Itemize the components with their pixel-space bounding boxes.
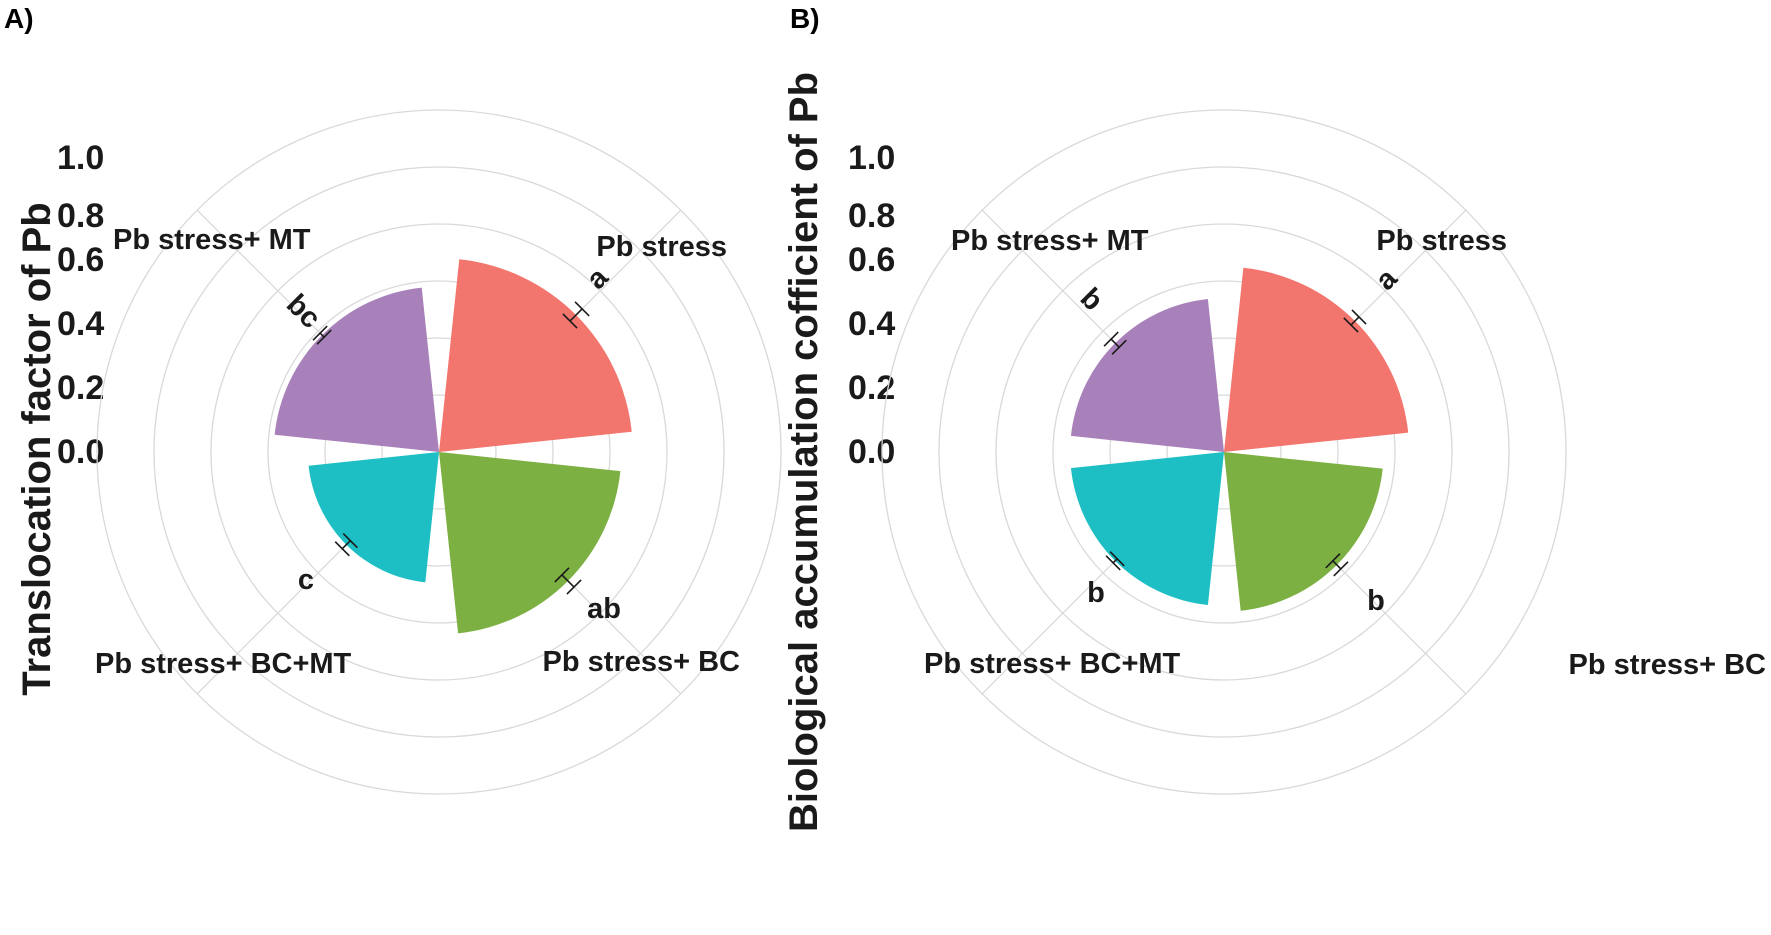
panel-a-errorbar-pb-stress [562,301,590,329]
panel-a-errorbar-cap [334,541,350,557]
panel-a-category-pb-stress-mt: Pb stress+ MT [113,224,311,256]
panel-b-bar-pb-stress-mt [1070,298,1224,452]
panel-a-label: A) [4,3,34,34]
panel-a-errorbar-pb-stress-bc [554,567,582,595]
panel-b-errorbar-cap [1351,309,1367,325]
panel-b-grid-circle [1166,394,1282,510]
panel-a-grid-circle [381,394,497,510]
panel-b-category-pb-stress-bc-mt: Pb stress+ BC+MT [924,648,1181,680]
panel-b-errorbar-pb-stress-bc [1325,553,1349,577]
panel-a-rtick-3: 0.6 [57,241,104,279]
panel-b-errorbar-stem [1110,338,1120,348]
panel-b-errorbar-cap [1343,317,1359,333]
panel-a: A) Translocation factor of Pb 0.0 0.2 0.… [4,3,782,795]
panel-a-grid-circle [267,280,611,624]
panel-a-bar-pb-stress-mt [274,287,439,452]
panel-a-errorbar-cap [566,579,582,595]
panel-b-rtick-0: 0.0 [848,433,895,471]
panel-a-category-pb-stress: Pb stress [596,231,727,263]
panel-a-errorbar-stem [569,308,583,322]
panel-b-errorbar-cap [1111,339,1127,355]
panel-b-letter-pb-stress: a [1370,262,1405,297]
panel-a-errorbar-cap [316,329,332,345]
panel-b-errorbar-pb-stress-bc-mt [1105,551,1125,571]
panel-b-errorbar-cap [1325,553,1341,569]
panel-a-category-pb-stress-bc: Pb stress+ BC [543,646,741,678]
panel-b-letter-pb-stress-mt: b [1074,282,1109,317]
panel-a-errorbar-cap [574,301,590,317]
panel-b-errorbar-cap [1105,555,1121,571]
panel-a-rtick-labels: 0.0 0.2 0.4 0.6 0.8 1.0 [57,139,104,471]
panel-b: B) Biological accumulation cofficient of… [782,3,1766,832]
panel-b-errorbar-stem [1350,316,1360,326]
panel-b-rtick-labels: 0.0 0.2 0.4 0.6 0.8 1.0 [848,139,895,471]
panel-a-letter-pb-stress-bc: ab [587,593,621,625]
panel-b-bar-pb-stress [1224,267,1409,452]
panel-b-grid-circle [1109,337,1339,567]
panel-a-grid-circle [96,109,782,795]
panel-a-rtick-2: 0.4 [57,305,104,343]
panel-b-rtick-5: 1.0 [848,139,895,177]
panel-a-letter-pb-stress-bc-mt: c [298,564,314,596]
panel-a-errorbar-pb-stress-bc-mt [334,533,358,557]
panel-a-rtick-5: 1.0 [57,139,104,177]
panel-b-letter-pb-stress-bc: b [1367,585,1385,617]
panel-b-category-pb-stress-mt: Pb stress+ MT [951,225,1149,257]
panel-a-errorbar-cap [312,325,328,341]
panel-a-grid-circle [210,223,668,681]
panel-a-grid-circle [153,166,725,738]
panel-a-errorbar-stem [319,332,325,338]
panel-a-bar-pb-stress-bc-mt [308,452,439,583]
panel-a-errorbar-stem [561,574,575,588]
panel-b-grid-circle [1052,280,1396,624]
panel-b-grid-circle [995,223,1453,681]
panel-b-label: B) [790,3,820,34]
panel-b-errorbar-pb-stress-mt [1103,331,1127,355]
panel-b-rtick-2: 0.4 [848,305,895,343]
panel-b-errorbar-cap [1103,331,1119,347]
panel-b-grid-circle [938,166,1510,738]
panel-a-bar-pb-stress [439,259,632,452]
panel-b-errorbar-stem [1332,560,1342,570]
panel-b-rtick-3: 0.6 [848,241,895,279]
panel-b-bar-pb-stress-bc [1224,452,1383,611]
panel-b-grid-circle [881,109,1567,795]
panel-a-letter-pb-stress-mt: bc [280,288,327,335]
panel-b-ylabel: Biological accumulation cofficient of Pb [782,72,826,832]
panel-b-errorbar-cap [1109,551,1125,567]
panel-b-category-pb-stress-bc: Pb stress+ BC [1569,649,1767,681]
panel-a-category-pb-stress-bc-mt: Pb stress+ BC+MT [95,648,352,680]
panel-a-errorbar-stem [341,540,351,550]
panel-a-rtick-4: 0.8 [57,197,104,235]
panel-b-errorbar-stem [1112,558,1118,564]
panel-b-plot [881,109,1567,795]
panel-b-category-pb-stress: Pb stress [1376,225,1507,257]
panel-a-errorbar-cap [562,313,578,329]
panel-b-rtick-4: 0.8 [848,197,895,235]
panel-a-errorbar-pb-stress-mt [312,325,332,345]
panel-a-ylabel: Translocation factor of Pb [15,202,59,695]
panel-a-errorbar-cap [342,533,358,549]
panel-a-rtick-1: 0.2 [57,369,104,407]
panel-a-plot [96,109,782,795]
panel-a-errorbar-cap [554,567,570,583]
panel-b-letter-pb-stress-bc-mt: b [1087,577,1105,609]
panel-a-letter-pb-stress: a [581,261,616,296]
panel-b-bar-pb-stress-bc-mt [1070,452,1224,606]
panel-a-grid-circle [324,337,554,567]
panel-a-bar-pb-stress-bc [439,452,621,634]
panel-b-errorbar-pb-stress [1343,309,1367,333]
panel-b-errorbar-cap [1333,561,1349,577]
